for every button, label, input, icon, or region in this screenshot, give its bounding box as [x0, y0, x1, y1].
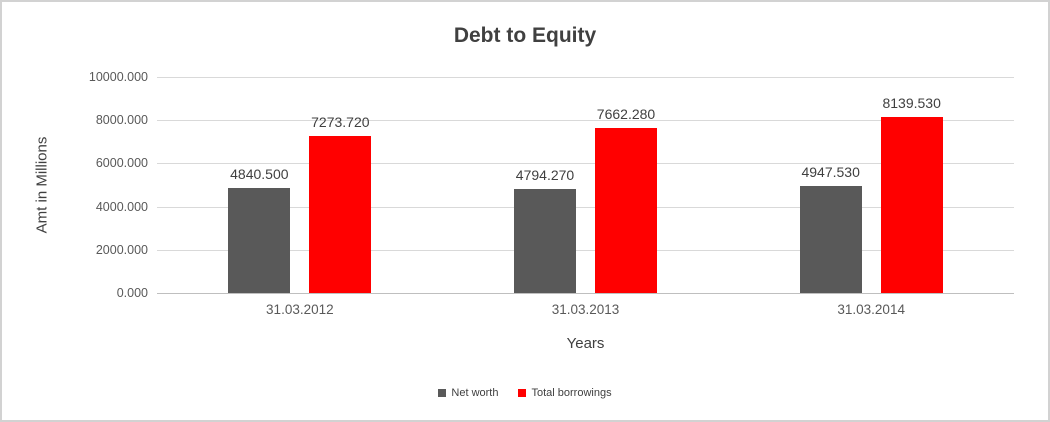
plot-area [157, 77, 1014, 294]
bar-rect [595, 127, 657, 293]
gridline [157, 206, 1014, 208]
legend-swatch-total-borrowings [518, 389, 527, 397]
bar-total-borrowings: 7273.720 [309, 114, 372, 293]
x-category-label: 31.03.2012 [266, 302, 334, 317]
gridline [157, 163, 1014, 165]
legend-label-total-borrowings: Total borrowings [531, 387, 612, 399]
x-category-label: 31.03.2013 [551, 302, 620, 317]
bar-net-worth: 4840.500 [228, 166, 291, 293]
bar-net-worth: 4947.530 [799, 164, 862, 293]
legend-item-total-borrowings: Total borrowings [518, 387, 612, 399]
data-label: 4840.500 [230, 166, 289, 183]
data-label: 4947.530 [801, 164, 860, 181]
x-axis-title: Years [566, 335, 605, 352]
data-label: 4794.270 [515, 167, 575, 184]
y-tick-label: 10000.000 [88, 70, 148, 84]
data-label: 7273.720 [311, 113, 370, 130]
gridline [157, 120, 1014, 122]
data-label: 8139.530 [882, 95, 941, 112]
bar-group: 4947.530 8139.530 [728, 77, 1014, 293]
bar-rect [228, 188, 291, 293]
bar-rect [514, 189, 576, 293]
bar-rect [309, 135, 372, 293]
bar-groups: 4840.500 7273.720 4794.270 7662.280 4947.530… [157, 77, 1014, 293]
data-label: 7662.280 [596, 105, 656, 122]
y-tick-label: 8000.000 [95, 113, 148, 128]
bar-net-worth: 4794.270 [514, 167, 576, 293]
legend: Net worth Total borrowings [2, 387, 1048, 399]
y-tick-label: 6000.000 [95, 156, 148, 171]
y-tick-label: 2000.000 [95, 242, 148, 257]
x-category-label: 31.03.2014 [837, 302, 905, 317]
y-tick-label: 4000.000 [95, 199, 148, 214]
bar-group: 4840.500 7273.720 [157, 77, 443, 293]
bar-total-borrowings: 7662.280 [595, 106, 657, 293]
x-axis-line [157, 293, 1014, 294]
x-axis-labels: 31.03.2012 31.03.2013 31.03.2014 [157, 302, 1014, 317]
legend-swatch-net-worth [438, 389, 447, 397]
legend-item-net-worth: Net worth [438, 387, 498, 399]
y-tick-label: 0.000 [116, 286, 148, 300]
gridline [157, 249, 1014, 251]
legend-label-net-worth: Net worth [451, 387, 499, 399]
bar-rect [880, 117, 943, 293]
y-axis-ticks: 0.000 2000.000 4000.000 6000.000 8000.000 100… [2, 70, 148, 300]
bar-group: 4794.270 7662.280 [443, 77, 729, 293]
bar-rect [799, 186, 862, 293]
chart-title: Debt to Equity [453, 24, 597, 47]
bar-total-borrowings: 8139.530 [880, 95, 943, 293]
gridline [157, 77, 1014, 78]
